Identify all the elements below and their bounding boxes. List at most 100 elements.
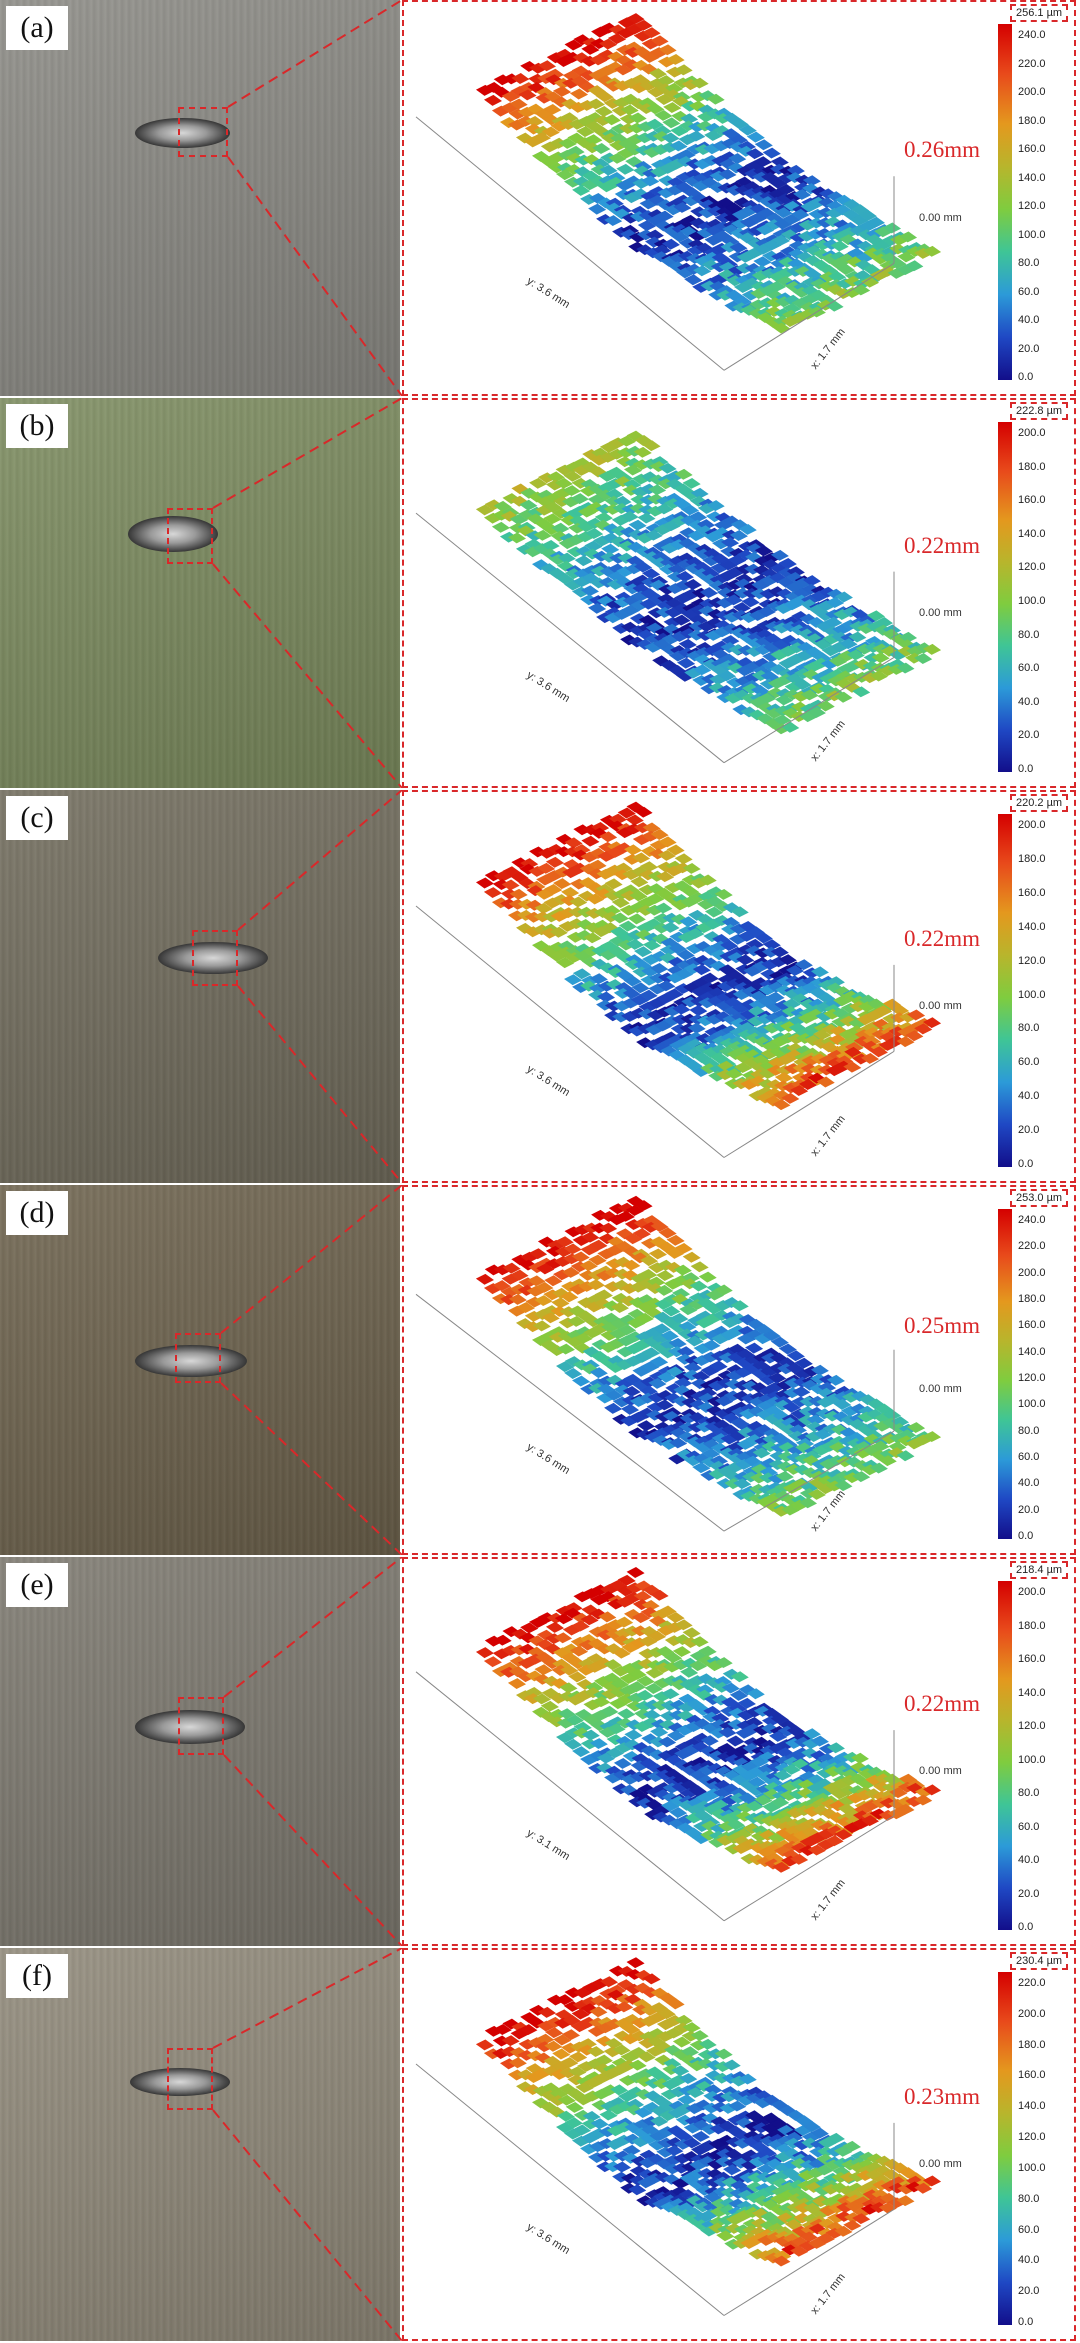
zero-level-label: 0.00 mm — [919, 2158, 962, 2170]
roi-box — [167, 2048, 213, 2110]
surface-scan: 0.23mm y: 3.6 mm x: 1.7 mm 0.00 mm 220.0 200.… — [402, 1948, 1076, 2341]
colorbar-tick: 100.0 — [1018, 595, 1046, 607]
colorbar-tick: 160.0 — [1018, 494, 1046, 506]
colorbar-tick: 200.0 — [1018, 1586, 1046, 1598]
colorbar-tick: 60.0 — [1018, 1451, 1040, 1463]
colorbar-tick: 140.0 — [1018, 921, 1046, 933]
colorbar-tick: 40.0 — [1018, 1477, 1040, 1489]
roi-box — [178, 1697, 224, 1755]
colorbar-tick: 40.0 — [1018, 1854, 1040, 1866]
colorbar-tick: 60.0 — [1018, 2224, 1040, 2236]
zero-level-label: 0.00 mm — [919, 1383, 962, 1395]
zero-level-label: 0.00 mm — [919, 212, 962, 224]
colorbar-tick: 140.0 — [1018, 2100, 1046, 2112]
roi-box — [167, 508, 213, 564]
panel-label: (b) — [6, 404, 68, 448]
wear-scar — [130, 2068, 230, 2096]
colorbar-tick: 40.0 — [1018, 1090, 1040, 1102]
colorbar-tick: 200.0 — [1018, 819, 1046, 831]
panel-label: (f) — [6, 1954, 68, 1998]
height-colorbar — [998, 1972, 1012, 2325]
colorbar-tick: 200.0 — [1018, 1267, 1046, 1279]
colorbar-tick: 20.0 — [1018, 1124, 1040, 1136]
colorbar-tick: 180.0 — [1018, 853, 1046, 865]
colorbar-tick: 160.0 — [1018, 887, 1046, 899]
height-colorbar — [998, 814, 1012, 1167]
colorbar-tick: 60.0 — [1018, 1821, 1040, 1833]
colorbar-tick: 60.0 — [1018, 662, 1040, 674]
wear-depth-label: 0.22mm — [904, 533, 981, 558]
panel-label: (d) — [6, 1191, 68, 1235]
colorbar-tick: 160.0 — [1018, 1319, 1046, 1331]
colorbar-max-label: 220.2 µm — [1010, 794, 1069, 812]
surface-3d-plot — [415, 1957, 942, 2316]
panel-b: (b) 0.22mm y: 3.6 mm x: 1.7 mm 0.00 mm 200.0 1… — [0, 398, 1080, 788]
roi-box — [175, 1333, 221, 1383]
specimen-photo: (c) — [0, 790, 400, 1183]
colorbar-tick: 0.0 — [1018, 763, 1034, 775]
colorbar-tick: 0.0 — [1018, 1158, 1034, 1170]
colorbar-tick: 180.0 — [1018, 115, 1046, 127]
colorbar-tick: 100.0 — [1018, 229, 1046, 241]
colorbar-tick: 0.0 — [1018, 1921, 1034, 1933]
roi-box — [178, 107, 228, 157]
colorbar-tick: 180.0 — [1018, 1620, 1046, 1632]
colorbar-tick: 80.0 — [1018, 629, 1040, 641]
panel-d: (d) 0.25mm y: 3.6 mm x: 1.7 mm 0.00 mm 240.0 2… — [0, 1185, 1080, 1555]
colorbar-tick: 80.0 — [1018, 2193, 1040, 2205]
specimen-photo: (f) — [0, 1948, 400, 2341]
colorbar-tick: 200.0 — [1018, 86, 1046, 98]
colorbar-tick: 120.0 — [1018, 1372, 1046, 1384]
colorbar-tick: 240.0 — [1018, 29, 1046, 41]
colorbar-tick: 180.0 — [1018, 2039, 1046, 2051]
colorbar-max-label: 222.8 µm — [1010, 402, 1069, 420]
colorbar-tick: 0.0 — [1018, 2316, 1034, 2328]
surface-3d-plot — [415, 801, 942, 1158]
colorbar-tick: 220.0 — [1018, 58, 1046, 70]
surface-scan: 0.22mm y: 3.6 mm x: 1.7 mm 0.00 mm 200.0 180.… — [402, 398, 1076, 788]
wear-depth-label: 0.22mm — [904, 926, 981, 951]
zero-level-label: 0.00 mm — [919, 607, 962, 619]
panel-a: (a) 0.26mm y: 3.6 mm x: 1.7 mm 0.00 mm 240.0 2… — [0, 0, 1080, 396]
colorbar-tick: 60.0 — [1018, 1056, 1040, 1068]
zero-level-label: 0.00 mm — [919, 1765, 962, 1777]
colorbar-tick: 40.0 — [1018, 2254, 1040, 2266]
height-colorbar — [998, 1209, 1012, 1539]
colorbar-tick: 180.0 — [1018, 1293, 1046, 1305]
wear-scar — [135, 1345, 247, 1377]
colorbar-tick: 240.0 — [1018, 1214, 1046, 1226]
surface-scan: 0.25mm y: 3.6 mm x: 1.7 mm 0.00 mm 240.0 220.… — [402, 1185, 1076, 1555]
surface-3d-plot — [415, 1567, 942, 1922]
colorbar-tick: 160.0 — [1018, 2069, 1046, 2081]
colorbar-tick: 100.0 — [1018, 2162, 1046, 2174]
colorbar-tick: 120.0 — [1018, 2131, 1046, 2143]
specimen-photo: (e) — [0, 1557, 400, 1946]
surface-scan: 0.22mm y: 3.6 mm x: 1.7 mm 0.00 mm 200.0 180.… — [402, 790, 1076, 1183]
specimen-photo: (b) — [0, 398, 400, 788]
zero-level-label: 0.00 mm — [919, 1000, 962, 1012]
colorbar-tick: 20.0 — [1018, 2285, 1040, 2297]
colorbar-max-label: 218.4 µm — [1010, 1561, 1069, 1579]
surface-scan: 0.26mm y: 3.6 mm x: 1.7 mm 0.00 mm 240.0 220.… — [402, 0, 1076, 396]
colorbar-max-label: 256.1 µm — [1010, 4, 1069, 22]
colorbar-tick: 140.0 — [1018, 1687, 1046, 1699]
colorbar-tick: 100.0 — [1018, 1754, 1046, 1766]
wear-depth-label: 0.25mm — [904, 1313, 981, 1338]
panel-label: (c) — [6, 796, 68, 840]
colorbar-tick: 140.0 — [1018, 172, 1046, 184]
colorbar-tick: 220.0 — [1018, 1977, 1046, 1989]
colorbar-tick: 20.0 — [1018, 343, 1040, 355]
colorbar-tick: 140.0 — [1018, 528, 1046, 540]
height-colorbar — [998, 1581, 1012, 1930]
colorbar-tick: 160.0 — [1018, 1653, 1046, 1665]
colorbar-tick: 160.0 — [1018, 143, 1046, 155]
colorbar-tick: 140.0 — [1018, 1346, 1046, 1358]
colorbar-tick: 0.0 — [1018, 371, 1034, 383]
colorbar-tick: 120.0 — [1018, 561, 1046, 573]
colorbar-tick: 100.0 — [1018, 1398, 1046, 1410]
specimen-photo: (d) — [0, 1185, 400, 1555]
panel-c: (c) 0.22mm y: 3.6 mm x: 1.7 mm 0.00 mm 200.0 1… — [0, 790, 1080, 1183]
colorbar-max-label: 253.0 µm — [1010, 1189, 1069, 1207]
wear-scar — [135, 1710, 245, 1744]
panel-label: (a) — [6, 6, 68, 50]
